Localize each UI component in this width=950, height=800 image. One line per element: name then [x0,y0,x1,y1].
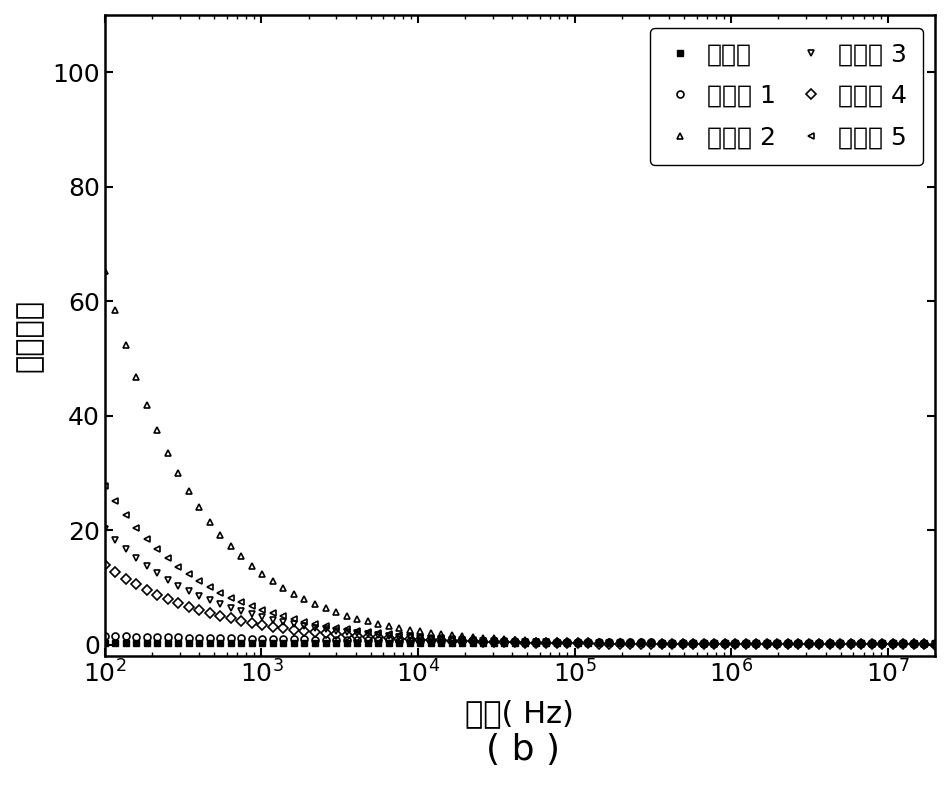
实施例 4 [929,640,940,650]
实施例 3 [667,639,678,649]
对比例 [835,638,846,648]
实施例 1 [835,638,846,648]
实施例 1 [929,638,940,648]
实施例 1 [593,638,604,647]
对比例 [667,638,678,648]
实施例 5 [835,640,846,650]
实施例 5 [929,640,940,650]
对比例 [99,638,110,648]
实施例 2 [593,638,604,647]
Legend: 对比例, 实施例 1, 实施例 2, 实施例 3, 实施例 4, 实施例 5: 对比例, 实施例 1, 实施例 2, 实施例 3, 实施例 4, 实施例 5 [650,27,922,165]
实施例 3 [466,636,478,646]
实施例 4 [466,637,478,646]
实施例 5 [466,635,478,645]
实施例 5 [99,481,110,490]
实施例 3 [929,640,940,650]
实施例 2 [603,638,615,647]
实施例 2 [835,639,846,649]
Text: ( b ): ( b ) [485,733,560,767]
Line: 实施例 3: 实施例 3 [102,526,939,648]
实施例 3 [835,640,846,650]
实施例 1 [603,638,615,647]
实施例 5 [593,638,604,648]
实施例 1 [466,637,478,646]
实施例 4 [835,640,846,650]
实施例 4 [667,639,678,649]
Line: 对比例: 对比例 [102,639,939,646]
实施例 3 [635,639,646,649]
实施例 1 [99,631,110,641]
对比例 [635,638,646,648]
实施例 2 [667,639,678,649]
实施例 3 [99,525,110,534]
实施例 5 [667,639,678,649]
实施例 3 [603,638,615,648]
实施例 2 [635,638,646,648]
实施例 2 [929,640,940,650]
对比例 [593,638,604,648]
对比例 [466,638,478,648]
Line: 实施例 4: 实施例 4 [102,562,939,648]
Line: 实施例 1: 实施例 1 [102,632,939,647]
Line: 实施例 2: 实施例 2 [102,267,939,648]
Line: 实施例 5: 实施例 5 [102,482,939,648]
Y-axis label: 介电损耗: 介电损耗 [15,299,44,372]
实施例 1 [667,638,678,647]
实施例 4 [635,639,646,649]
实施例 2 [466,632,478,642]
实施例 5 [603,638,615,648]
X-axis label: 频率( Hz): 频率( Hz) [466,699,575,728]
对比例 [929,638,940,648]
实施例 1 [635,638,646,647]
对比例 [603,638,615,648]
实施例 2 [99,266,110,275]
实施例 3 [593,638,604,648]
实施例 4 [593,638,604,648]
实施例 5 [635,639,646,649]
实施例 4 [99,560,110,570]
实施例 4 [603,639,615,649]
